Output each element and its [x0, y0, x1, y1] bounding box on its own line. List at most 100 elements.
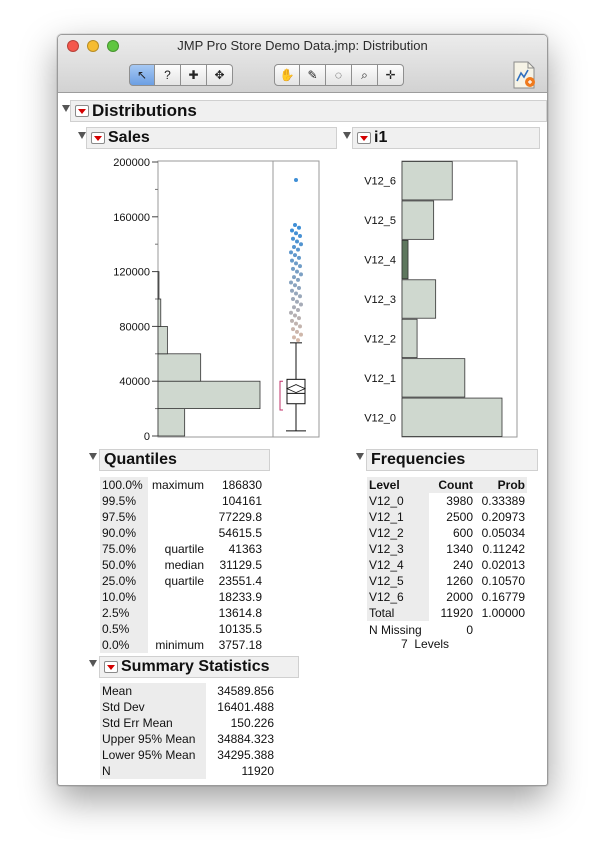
sales-outlier-point[interactable] [294, 261, 298, 266]
sales-outlier-point[interactable] [298, 324, 302, 329]
quantile-pct: 100.0% [100, 477, 148, 493]
levels-text: 7 Levels [401, 637, 450, 651]
sales-histogram-bar[interactable] [157, 353, 202, 382]
sales-outlier-point[interactable] [295, 239, 299, 244]
quantile-pct: 0.0% [100, 637, 148, 653]
sales-outlier-point[interactable] [290, 258, 294, 263]
help-tool-button[interactable]: ? [155, 64, 181, 86]
distributions-header[interactable]: Distributions [70, 100, 547, 122]
quantile-row: 97.5% 77229.8 [100, 509, 264, 525]
i1-bar[interactable] [401, 239, 409, 280]
sales-histogram-bar[interactable] [157, 408, 186, 437]
i1-menu-icon[interactable] [357, 132, 371, 144]
summary-disclosure-icon[interactable] [89, 660, 97, 667]
sales-outlier-point[interactable] [290, 288, 294, 293]
sales-outlier-point[interactable] [297, 225, 301, 230]
sales-outlier-point[interactable] [296, 338, 300, 343]
sales-outlier-point[interactable] [291, 236, 295, 241]
sales-menu-icon[interactable] [91, 132, 105, 144]
sales-outlier-point[interactable] [297, 316, 301, 321]
i1-bar[interactable] [401, 358, 466, 398]
sales-outlier-point[interactable] [292, 305, 296, 310]
sales-outlier-point[interactable] [292, 335, 296, 340]
crosshair-tool-button[interactable]: ✛ [378, 64, 404, 86]
sales-histogram-bar[interactable] [157, 380, 261, 409]
zoom-window-button[interactable] [107, 40, 119, 52]
sales-outlier-point[interactable] [291, 327, 295, 332]
sales-outlier-point[interactable] [293, 313, 297, 318]
sales-outlier-point[interactable] [295, 329, 299, 334]
i1-bar[interactable] [401, 161, 453, 201]
quantiles-header[interactable]: Quantiles [99, 449, 270, 471]
sales-outlier-point[interactable] [289, 280, 293, 285]
sales-histogram-chart[interactable]: 0 40000 80000 120000 160000 200000 [86, 155, 326, 445]
move-tool-button[interactable]: ✥ [207, 64, 233, 86]
distributions-disclosure-icon[interactable] [62, 105, 70, 112]
zoom-cross-icon: ✚ [188, 68, 199, 82]
i1-disclosure-icon[interactable] [343, 132, 351, 139]
sales-outlier-point[interactable] [289, 250, 293, 255]
sales-outlier-point[interactable] [291, 297, 295, 301]
quantiles-disclosure-icon[interactable] [89, 453, 97, 460]
sales-outlier-point[interactable] [298, 264, 302, 269]
quantile-row: 0.0% minimum 3757.18 [100, 637, 264, 653]
sales-header[interactable]: Sales [86, 127, 337, 149]
sales-outlier-point[interactable] [299, 332, 303, 337]
i1-bar-chart[interactable]: V12_0 V12_1 V12_2 V12_3 V12_4 V12_5 V12_6 [354, 155, 524, 445]
sales-outlier-point[interactable] [294, 178, 298, 183]
sales-outlier-point[interactable] [296, 247, 300, 252]
i1-bar[interactable] [401, 318, 418, 359]
hand-tool-button[interactable]: ✋ [274, 64, 300, 86]
minimize-window-button[interactable] [87, 40, 99, 52]
sales-outlier-point[interactable] [293, 223, 297, 228]
sales-outlier-point[interactable] [290, 228, 294, 233]
sales-outlier-point[interactable] [298, 294, 302, 299]
arrow-tool-button[interactable]: ↖ [129, 64, 155, 86]
quantile-label [148, 509, 206, 525]
sales-outlier-point[interactable] [297, 286, 301, 291]
sales-outlier-point[interactable] [299, 272, 303, 277]
sales-outlier-point[interactable] [294, 231, 298, 236]
sales-outlier-point[interactable] [291, 266, 295, 271]
magnifier-tool-button[interactable]: ⌕ [352, 64, 378, 86]
sales-box[interactable] [286, 378, 306, 405]
sales-outlier-point[interactable] [290, 318, 294, 323]
jmp-app-icon[interactable] [511, 61, 537, 89]
zoom-cross-tool-button[interactable]: ✚ [181, 64, 207, 86]
i1-bar[interactable] [401, 200, 435, 240]
sales-outlier-point[interactable] [294, 321, 298, 326]
sales-outlier-point[interactable] [299, 302, 303, 307]
sales-histogram-bar[interactable] [157, 325, 168, 355]
sales-outlier-point[interactable] [298, 233, 302, 238]
summary-menu-icon[interactable] [104, 661, 118, 673]
distributions-menu-icon[interactable] [75, 105, 89, 117]
sales-outlier-point[interactable] [292, 275, 296, 280]
sales-outlier-point[interactable] [293, 253, 297, 258]
sales-outlier-point[interactable] [289, 310, 293, 315]
frequencies-header[interactable]: Frequencies [366, 449, 538, 471]
sales-outlier-point[interactable] [292, 244, 296, 249]
sales-histogram-bar[interactable] [157, 271, 160, 300]
sales-y-tick-label: 0 [144, 431, 150, 443]
close-window-button[interactable] [67, 40, 79, 52]
i1-category-label: V12_6 [364, 176, 396, 188]
sales-outlier-point[interactable] [294, 291, 298, 296]
frequencies-disclosure-icon[interactable] [356, 453, 364, 460]
sales-outlier-point[interactable] [297, 255, 301, 260]
lasso-tool-button[interactable]: ◌ [326, 64, 352, 86]
sales-histogram-bar[interactable] [157, 298, 162, 327]
sales-outlier-point[interactable] [295, 299, 299, 304]
i1-category-label: V12_2 [364, 333, 396, 345]
sales-outlier-point[interactable] [296, 277, 300, 282]
i1-header[interactable]: i1 [352, 127, 540, 149]
sales-disclosure-icon[interactable] [78, 132, 86, 139]
sales-outlier-point[interactable] [295, 269, 299, 274]
brush-tool-button[interactable]: ✎ [300, 64, 326, 86]
sales-outlier-point[interactable] [296, 307, 300, 312]
i1-bar[interactable] [401, 397, 503, 437]
sales-outlier-point[interactable] [293, 283, 297, 288]
i1-bar[interactable] [401, 279, 437, 319]
sales-outlier-point[interactable] [299, 242, 303, 247]
frequency-count: 1340 [446, 542, 473, 556]
summary-statistics-header[interactable]: Summary Statistics [99, 656, 299, 678]
